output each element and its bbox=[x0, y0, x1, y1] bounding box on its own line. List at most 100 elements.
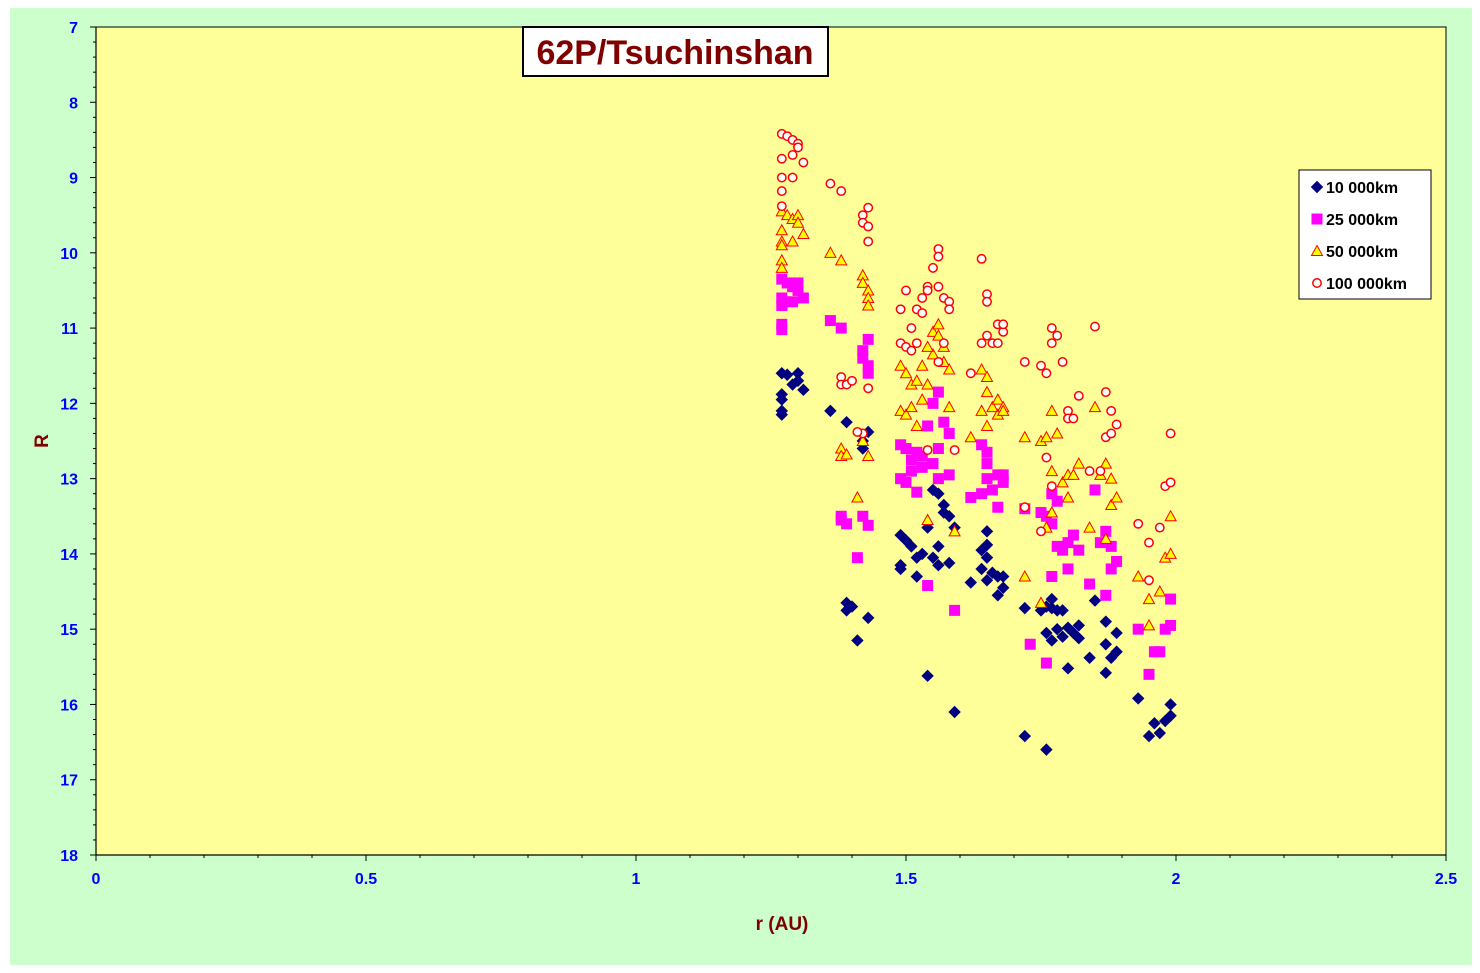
data-point bbox=[1099, 532, 1113, 544]
data-point bbox=[894, 562, 907, 576]
data-point bbox=[996, 404, 1010, 416]
data-point bbox=[1165, 477, 1176, 488]
data-point bbox=[932, 317, 945, 330]
data-point bbox=[1099, 615, 1113, 628]
data-point bbox=[895, 304, 906, 315]
data-point bbox=[1084, 578, 1096, 590]
data-point bbox=[921, 513, 934, 526]
y-tick-label: 9 bbox=[69, 171, 78, 188]
data-point bbox=[981, 446, 993, 458]
data-point bbox=[976, 488, 988, 500]
data-point bbox=[1084, 466, 1095, 477]
data-point bbox=[1143, 668, 1155, 680]
data-point bbox=[1045, 634, 1059, 647]
data-point bbox=[922, 420, 934, 432]
data-point bbox=[775, 261, 789, 273]
data-point bbox=[982, 330, 992, 341]
data-point bbox=[1131, 569, 1145, 582]
data-point bbox=[906, 323, 917, 334]
data-point bbox=[1045, 592, 1059, 606]
y-tick-label: 17 bbox=[60, 773, 78, 790]
data-point bbox=[1164, 709, 1177, 722]
data-point bbox=[1067, 529, 1079, 541]
legend-item: 50 000km bbox=[1310, 244, 1398, 261]
data-point bbox=[927, 458, 939, 470]
data-point bbox=[786, 234, 799, 247]
data-point bbox=[1072, 632, 1086, 645]
data-point bbox=[986, 400, 999, 413]
y-tick-label: 13 bbox=[60, 472, 78, 489]
data-point bbox=[1144, 575, 1154, 586]
data-point bbox=[1088, 400, 1102, 413]
data-point bbox=[1036, 360, 1046, 371]
data-point bbox=[776, 201, 787, 212]
data-point bbox=[851, 490, 864, 503]
data-point bbox=[851, 552, 863, 564]
data-point bbox=[1083, 651, 1096, 664]
data-point bbox=[1061, 662, 1075, 675]
data-point bbox=[922, 445, 933, 455]
data-point bbox=[1111, 555, 1123, 567]
data-point bbox=[975, 404, 988, 416]
y-tick-label: 15 bbox=[60, 622, 78, 639]
x-tick-label: 0 bbox=[92, 871, 101, 888]
data-point bbox=[825, 178, 836, 189]
data-point bbox=[948, 705, 961, 719]
data-point bbox=[1154, 522, 1165, 533]
data-point bbox=[775, 408, 789, 421]
legend-marker bbox=[1311, 213, 1323, 225]
data-points bbox=[775, 128, 1177, 756]
data-point bbox=[1132, 623, 1144, 635]
data-point bbox=[1154, 646, 1166, 658]
y-tick-label: 10 bbox=[60, 246, 78, 263]
data-point bbox=[1142, 729, 1156, 743]
data-point bbox=[824, 315, 836, 327]
data-point bbox=[1068, 413, 1079, 424]
data-point bbox=[1100, 387, 1111, 398]
data-point bbox=[1165, 619, 1177, 631]
data-point bbox=[791, 374, 805, 387]
data-point bbox=[916, 450, 928, 462]
data-point bbox=[937, 498, 951, 512]
data-point bbox=[917, 308, 928, 318]
y-tick-label: 16 bbox=[60, 697, 78, 714]
data-point bbox=[787, 296, 799, 308]
data-point bbox=[851, 634, 864, 647]
data-point bbox=[862, 333, 874, 345]
data-point bbox=[981, 473, 993, 485]
data-point bbox=[980, 574, 994, 587]
data-point bbox=[965, 368, 976, 379]
legend-item: 10 000km bbox=[1310, 180, 1398, 197]
data-point bbox=[1040, 657, 1052, 669]
data-point bbox=[1046, 481, 1057, 492]
data-point bbox=[862, 367, 874, 379]
data-point bbox=[1046, 323, 1057, 334]
axes: 0 0.5 1 1.5 2 2.5 7 8 9 10 11 12 13 14 15 16 17 18 bbox=[60, 20, 1457, 888]
data-point bbox=[938, 416, 950, 428]
data-point bbox=[1153, 585, 1167, 597]
data-point bbox=[905, 400, 918, 413]
data-point bbox=[926, 347, 940, 360]
legend-marker bbox=[1310, 180, 1324, 194]
data-point bbox=[1040, 626, 1053, 640]
data-point bbox=[840, 448, 853, 460]
data-point bbox=[863, 221, 874, 232]
data-point bbox=[835, 322, 847, 334]
y-tick-label: 11 bbox=[61, 321, 78, 338]
data-point bbox=[797, 383, 810, 397]
data-point bbox=[948, 524, 961, 537]
data-point bbox=[964, 430, 978, 443]
data-point bbox=[976, 338, 987, 349]
y-tick-label: 12 bbox=[60, 396, 78, 413]
data-point bbox=[926, 325, 940, 337]
data-point bbox=[976, 253, 987, 264]
data-point bbox=[982, 296, 992, 307]
data-point bbox=[1110, 490, 1123, 503]
data-point bbox=[938, 338, 949, 349]
data-point bbox=[991, 393, 1005, 405]
plot-area bbox=[95, 26, 1447, 856]
data-point bbox=[863, 236, 874, 247]
data-point bbox=[824, 246, 837, 258]
data-point bbox=[980, 551, 994, 564]
legend-item: 100 000km bbox=[1312, 276, 1407, 293]
